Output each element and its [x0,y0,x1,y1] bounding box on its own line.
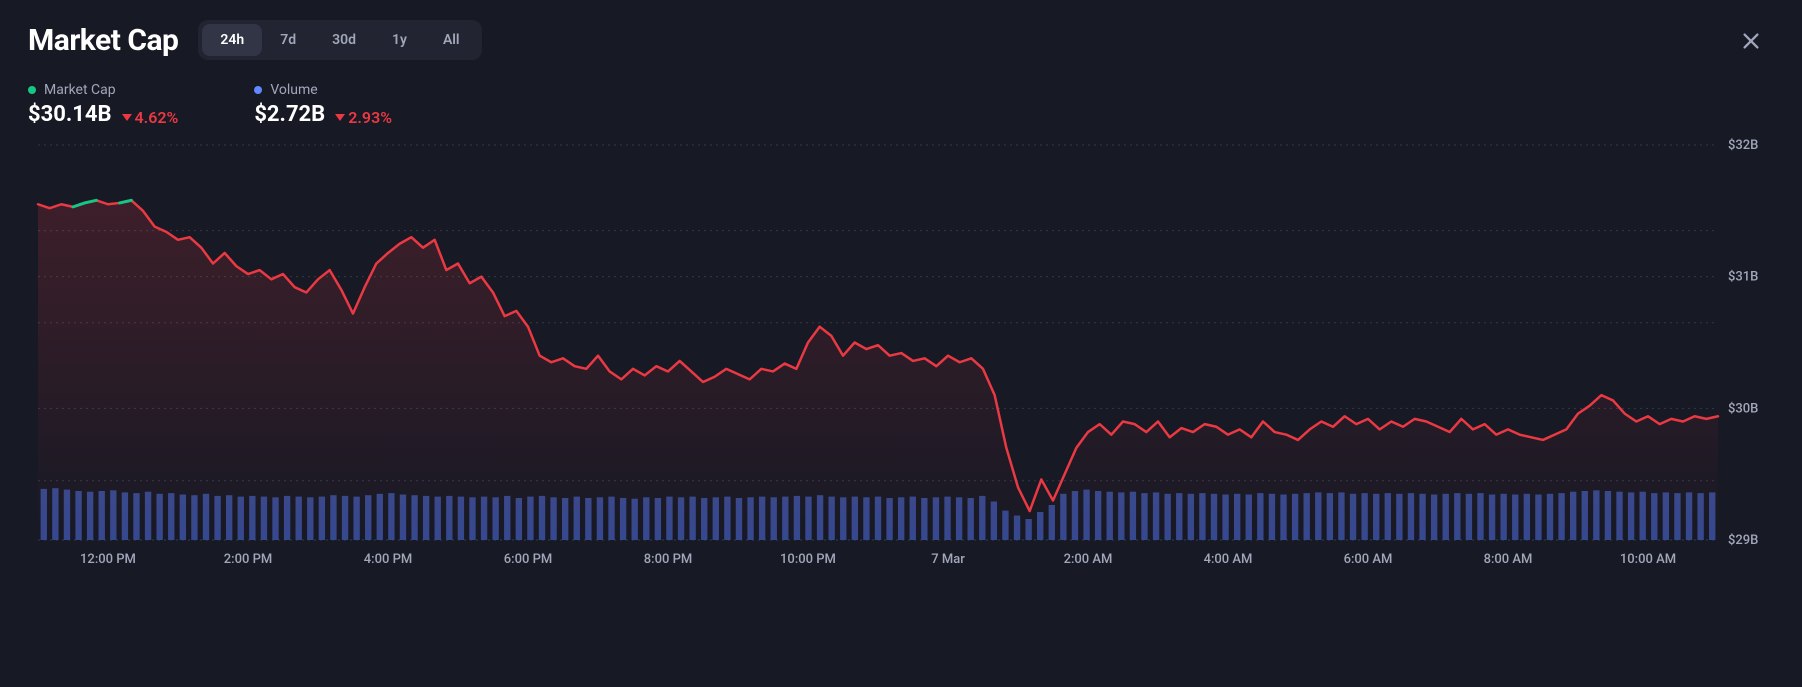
market-cap-change: 4.62% [122,108,179,127]
volume-value: $2.72B [254,102,325,127]
page-title: Market Cap [28,23,178,58]
volume-dot-icon [254,86,262,94]
range-tab-1y[interactable]: 1y [374,24,425,56]
range-tablist: 24h7d30d1yAll [198,20,481,60]
market-cap-value: $30.14B [28,102,112,127]
market-cap-chart[interactable]: $29B $30B $31B $32B 12:00 PM 2:00 PM 4:00 PM 6:… [28,135,1774,595]
market-cap-change-pct: 4.62% [135,108,179,127]
close-button[interactable] [1740,30,1762,56]
metric-market-cap: Market Cap $30.14B 4.62% [28,82,178,127]
svg-text:4:00 PM: 4:00 PM [364,552,413,567]
svg-text:$32B: $32B [1728,138,1758,153]
range-tab-7d[interactable]: 7d [262,24,314,56]
market-cap-label: Market Cap [44,82,116,98]
metrics-row: Market Cap $30.14B 4.62% Volume $2.72B 2… [28,82,1774,127]
svg-text:$29B: $29B [1728,533,1758,548]
svg-text:$31B: $31B [1728,270,1758,285]
svg-text:10:00 AM: 10:00 AM [1620,552,1676,567]
svg-text:6:00 PM: 6:00 PM [504,552,553,567]
volume-change-pct: 2.93% [348,108,392,127]
volume-change: 2.93% [335,108,392,127]
range-tab-30d[interactable]: 30d [314,24,374,56]
svg-text:8:00 AM: 8:00 AM [1484,552,1533,567]
svg-text:2:00 AM: 2:00 AM [1064,552,1113,567]
close-icon [1740,30,1762,52]
svg-text:10:00 PM: 10:00 PM [780,552,836,567]
caret-down-icon [335,114,345,121]
range-tab-all[interactable]: All [425,24,478,56]
chart-header: Market Cap 24h7d30d1yAll [28,20,1774,60]
svg-text:6:00 AM: 6:00 AM [1344,552,1393,567]
svg-text:8:00 PM: 8:00 PM [644,552,693,567]
range-tab-24h[interactable]: 24h [202,24,262,56]
svg-text:7 Mar: 7 Mar [931,552,965,567]
svg-text:$30B: $30B [1728,401,1758,416]
metric-volume: Volume $2.72B 2.93% [254,82,392,127]
volume-label: Volume [270,82,317,98]
caret-down-icon [122,114,132,121]
market-cap-dot-icon [28,86,36,94]
chart-container: $29B $30B $31B $32B 12:00 PM 2:00 PM 4:00 PM 6:… [28,135,1774,615]
svg-text:4:00 AM: 4:00 AM [1204,552,1253,567]
svg-text:2:00 PM: 2:00 PM [224,552,273,567]
svg-text:12:00 PM: 12:00 PM [80,552,136,567]
